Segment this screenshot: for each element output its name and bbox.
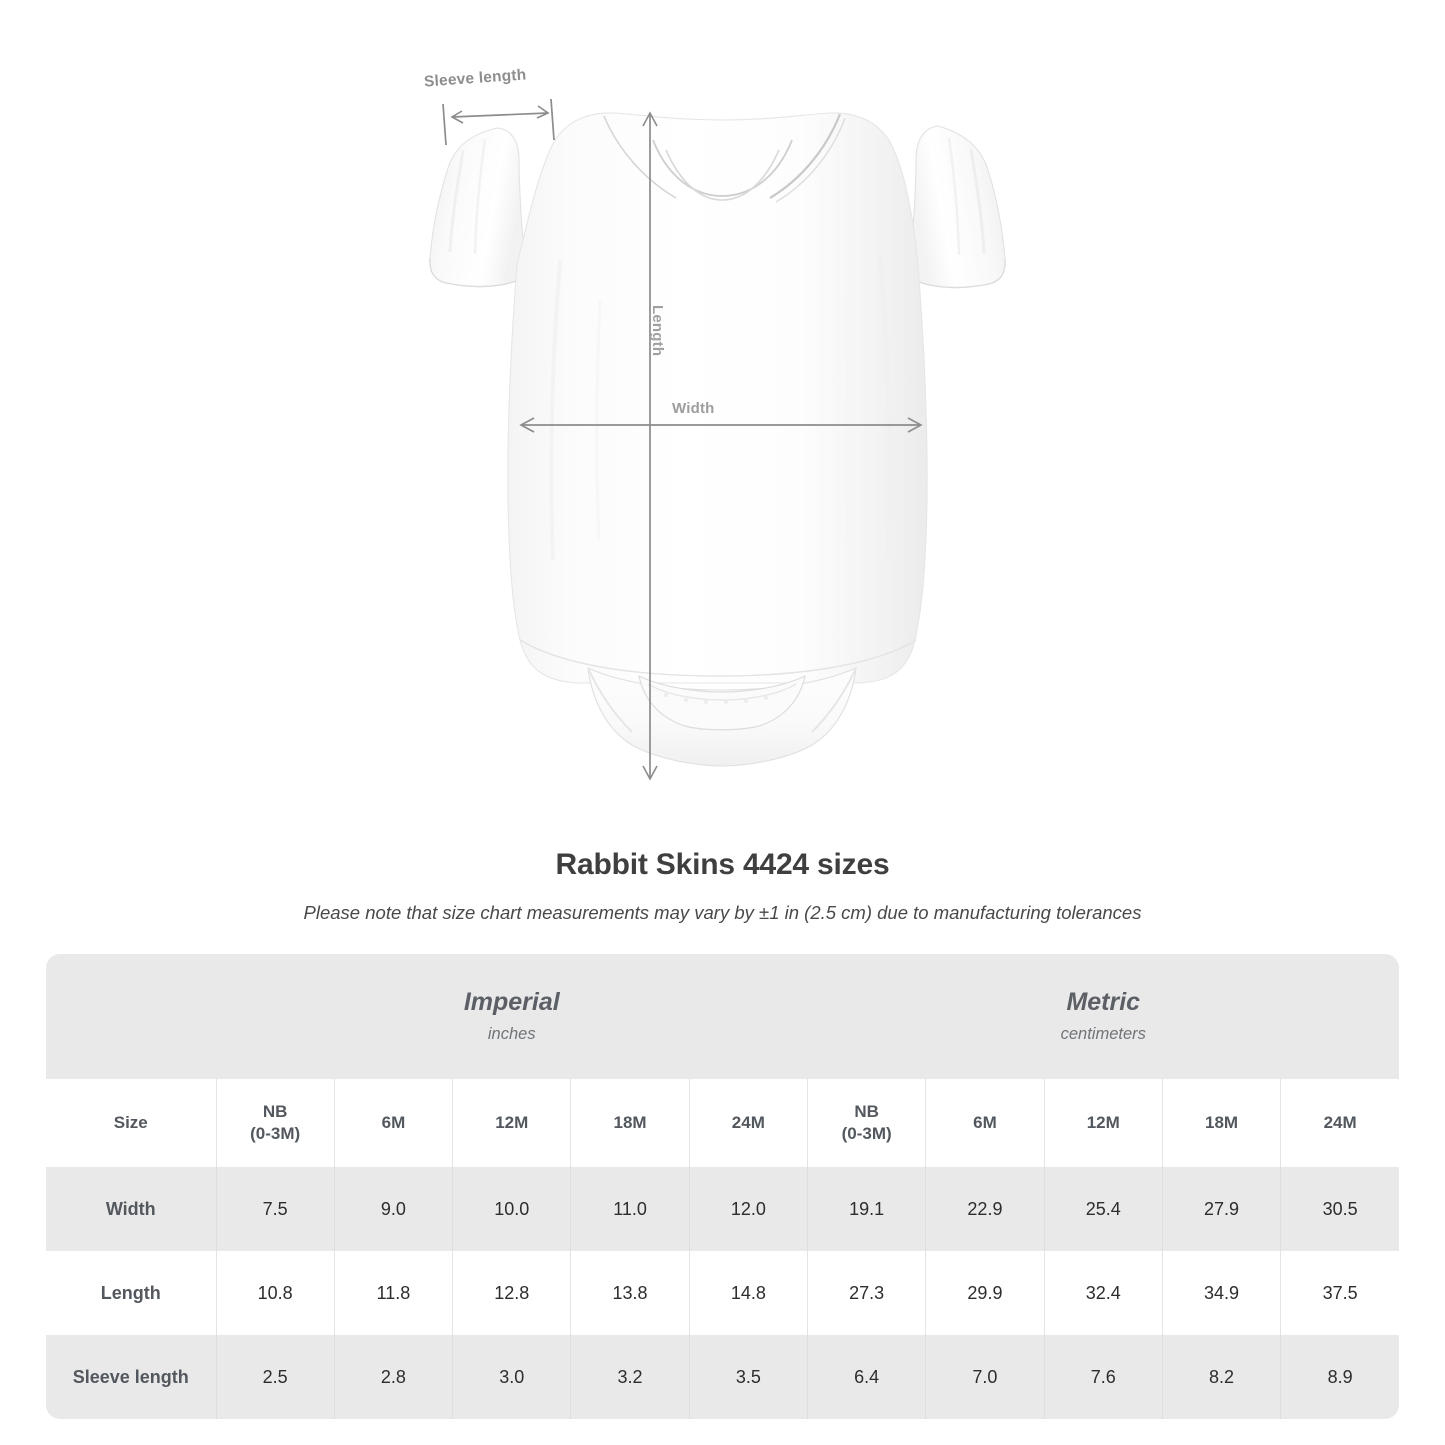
column-header-line1: NB — [262, 1101, 288, 1121]
cell-sleeve-18m-cm: 8.2 — [1161, 1335, 1281, 1419]
size-chart-table: Imperial inches Metric centimeters Size … — [46, 954, 1400, 1419]
cell-width-6m-in: 9.0 — [333, 1167, 453, 1251]
column-header-18m-in: 18M — [570, 1079, 690, 1167]
column-header-size: Size — [46, 1079, 216, 1167]
column-header-6m-in: 6M — [333, 1079, 453, 1167]
cell-width-12m-cm: 25.4 — [1043, 1167, 1163, 1251]
row-label-length: Length — [46, 1251, 216, 1335]
cell-width-24m-cm: 30.5 — [1280, 1167, 1400, 1251]
column-header-24m-in: 24M — [688, 1079, 808, 1167]
cell-length-12m-in: 12.8 — [452, 1251, 571, 1335]
column-header-12m-in: 12M — [452, 1079, 571, 1167]
row-label-width: Width — [46, 1167, 216, 1251]
column-header-line1: NB — [854, 1101, 879, 1121]
row-label-sleeve-length: Sleeve length — [46, 1335, 216, 1419]
cell-width-18m-cm: 27.9 — [1161, 1167, 1281, 1251]
cell-sleeve-24m-cm: 8.9 — [1280, 1335, 1400, 1419]
unit-group-imperial: Imperial inches — [216, 954, 808, 1079]
column-header-nb-cm: NB (0-3M) — [806, 1079, 926, 1167]
unit-group-row: Imperial inches Metric centimeters — [46, 954, 1400, 1079]
page-subtitle: Please note that size chart measurements… — [303, 902, 1142, 923]
column-header-24m-cm: 24M — [1280, 1079, 1400, 1167]
cell-length-24m-in: 14.8 — [688, 1251, 808, 1335]
cell-width-nb-cm: 19.1 — [806, 1167, 926, 1251]
width-dimension-label: Width — [672, 400, 715, 417]
cell-sleeve-12m-in: 3.0 — [452, 1335, 571, 1419]
cell-width-18m-in: 11.0 — [570, 1167, 690, 1251]
cell-length-nb-cm: 27.3 — [806, 1251, 926, 1335]
column-header-line2: (0-3M) — [250, 1124, 301, 1143]
table-row: Sleeve length 2.5 2.8 3.0 3.2 3.5 6.4 7.… — [46, 1335, 1400, 1419]
title-block: Rabbit Skins 4424 sizes Please note that… — [0, 848, 1445, 924]
cell-length-6m-in: 11.8 — [333, 1251, 453, 1335]
unit-group-spacer — [46, 954, 216, 1079]
unit-group-metric-sub: centimeters — [1060, 1025, 1146, 1044]
garment-illustration: Sleeve length Length Width — [423, 66, 1006, 781]
unit-group-imperial-sub: inches — [487, 1025, 536, 1044]
column-header-6m-cm: 6M — [925, 1079, 1045, 1167]
baby-bodysuit-illustration — [429, 98, 1006, 781]
cell-length-6m-cm: 29.9 — [925, 1251, 1045, 1335]
unit-group-metric-name: Metric — [1066, 987, 1141, 1016]
cell-width-12m-in: 10.0 — [452, 1167, 571, 1251]
cell-sleeve-18m-in: 3.2 — [570, 1335, 690, 1419]
page-title: Rabbit Skins 4424 sizes — [555, 848, 890, 881]
cell-sleeve-12m-cm: 7.6 — [1043, 1335, 1163, 1419]
table-row: Width 7.5 9.0 10.0 11.0 12.0 19.1 22.9 2… — [46, 1167, 1400, 1251]
column-header-nb-in: NB (0-3M) — [215, 1079, 335, 1167]
cell-sleeve-6m-in: 2.8 — [333, 1335, 453, 1419]
cell-length-12m-cm: 32.4 — [1043, 1251, 1163, 1335]
unit-group-metric: Metric centimeters — [807, 954, 1400, 1079]
table-row: Length 10.8 11.8 12.8 13.8 14.8 27.3 29.… — [46, 1251, 1400, 1335]
cell-length-18m-in: 13.8 — [570, 1251, 690, 1335]
cell-sleeve-6m-cm: 7.0 — [925, 1335, 1045, 1419]
length-dimension-label: Length — [649, 305, 666, 357]
cell-sleeve-nb-in: 2.5 — [215, 1335, 335, 1419]
column-header-line2: (0-3M) — [841, 1124, 892, 1143]
cell-length-24m-cm: 37.5 — [1280, 1251, 1400, 1335]
size-chart-table-wrapper: Imperial inches Metric centimeters Size … — [46, 954, 1400, 1419]
cell-sleeve-24m-in: 3.5 — [688, 1335, 808, 1419]
cell-length-18m-cm: 34.9 — [1161, 1251, 1281, 1335]
cell-sleeve-nb-cm: 6.4 — [806, 1335, 926, 1419]
cell-width-nb-in: 7.5 — [215, 1167, 335, 1251]
column-header-12m-cm: 12M — [1043, 1079, 1163, 1167]
column-header-row: Size NB (0-3M) 6M 12M 18M 24M NB (0-3M) … — [46, 1079, 1400, 1167]
column-header-18m-cm: 18M — [1161, 1079, 1281, 1167]
unit-group-imperial-name: Imperial — [463, 987, 560, 1016]
cell-width-24m-in: 12.0 — [688, 1167, 808, 1251]
cell-length-nb-in: 10.8 — [215, 1251, 335, 1335]
cell-width-6m-cm: 22.9 — [925, 1167, 1045, 1251]
